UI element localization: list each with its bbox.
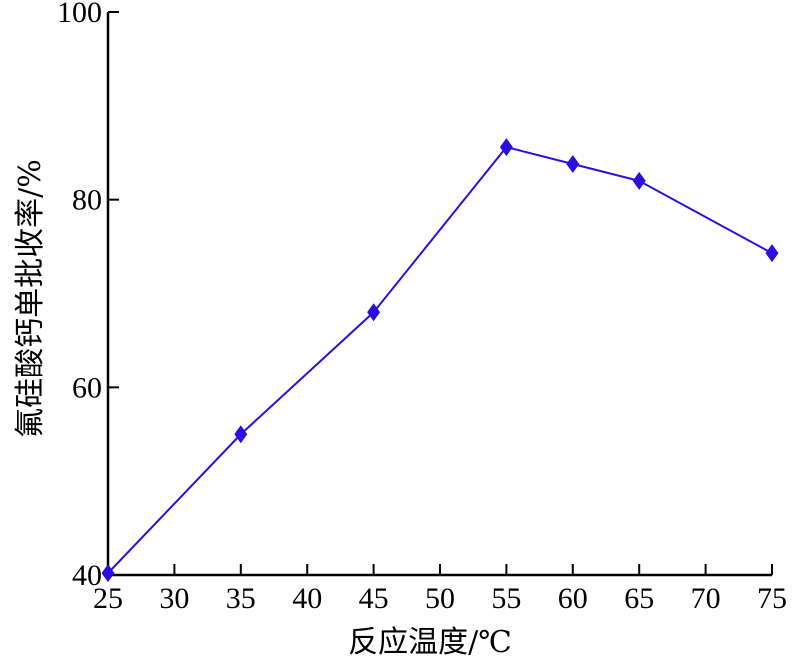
x-tick-label: 40	[292, 582, 322, 615]
x-axis-title: 反应温度/℃	[348, 625, 512, 660]
y-tick-label: 60	[72, 371, 102, 404]
data-point-marker	[367, 303, 381, 322]
y-ticks: 40 60 80 100	[57, 0, 119, 592]
series-line	[107, 145, 773, 574]
axes	[106, 12, 772, 577]
x-ticks: 25 30 35 40 45 50 55 60 65 70 75	[93, 564, 787, 615]
y-tick-label: 40	[72, 559, 102, 592]
plot-area	[101, 138, 779, 583]
x-tick-label: 65	[624, 582, 654, 615]
x-tick-label: 50	[425, 582, 455, 615]
data-point-marker	[499, 138, 513, 157]
data-point-marker	[566, 155, 580, 174]
data-point-marker	[234, 425, 248, 444]
x-tick-label: 45	[359, 582, 389, 615]
x-tick-label: 55	[491, 582, 521, 615]
x-tick-label: 30	[159, 582, 189, 615]
x-tick-label: 60	[558, 582, 588, 615]
x-tick-label: 75	[757, 582, 787, 615]
y-axis-title: 氟硅酸钙单批收率/%	[13, 159, 48, 438]
y-tick-label: 80	[72, 184, 102, 217]
x-tick-label: 35	[226, 582, 256, 615]
data-point-marker	[765, 244, 779, 263]
x-tick-label: 25	[93, 582, 123, 615]
y-tick-label: 100	[57, 0, 102, 29]
data-point-marker	[101, 564, 115, 583]
x-tick-label: 70	[691, 582, 721, 615]
data-point-marker	[632, 171, 646, 190]
